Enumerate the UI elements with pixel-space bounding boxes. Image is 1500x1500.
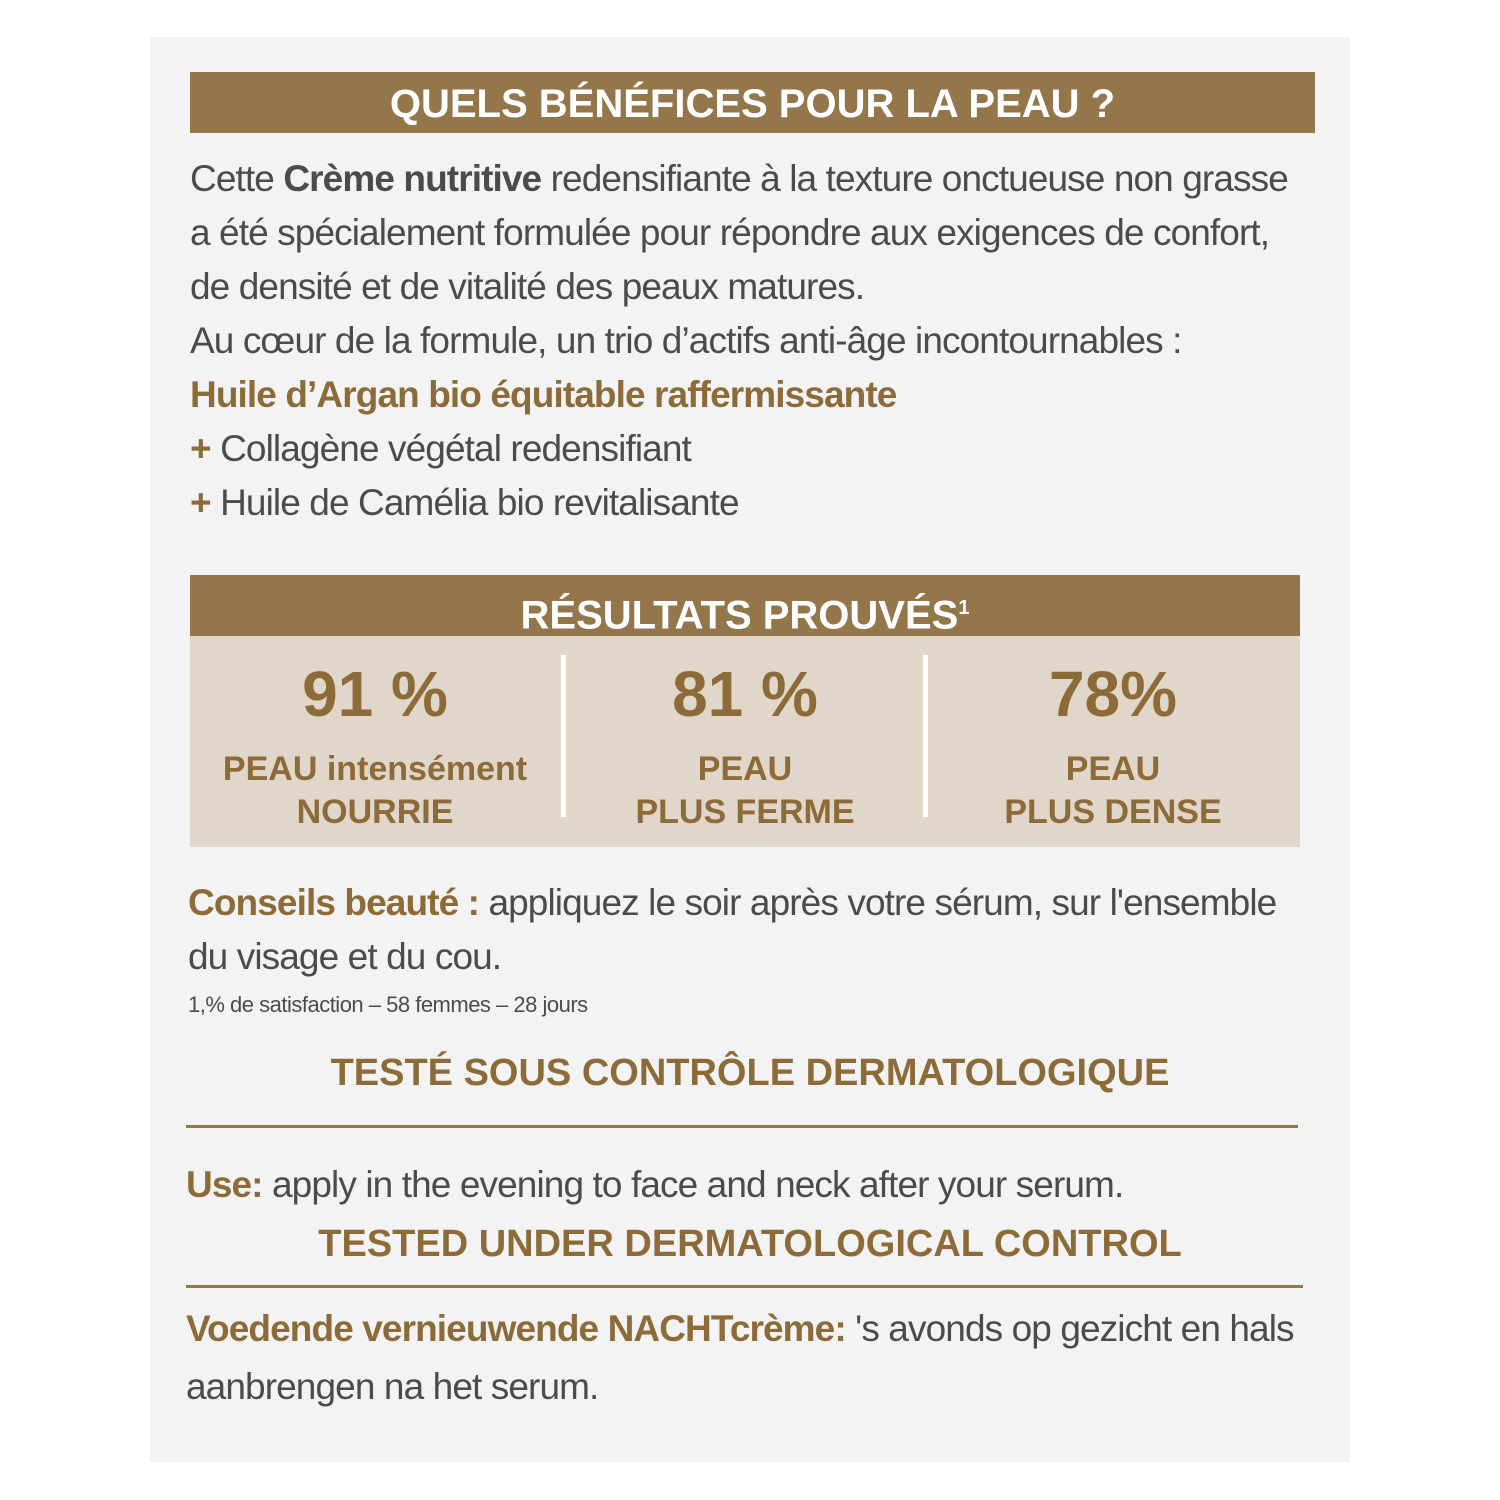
formula-text: Au cœur de la formule, un trio d’actifs … [190, 320, 1182, 361]
stat: 78% PEAU PLUS DENSE [928, 636, 1298, 834]
stat-label: PLUS FERME [635, 793, 855, 831]
use-text: apply in the evening to face and neck af… [262, 1164, 1124, 1205]
intro: Cette Crème nutritive redensifiante à la… [190, 152, 1315, 530]
benefits-title: QUELS BÉNÉFICES POUR LA PEAU ? [389, 82, 1116, 126]
stat-label: PEAU [1065, 750, 1161, 788]
divider [923, 655, 928, 817]
stat: 91 % PEAU intensément NOURRIE [190, 636, 560, 834]
footnote-mark: 1 [958, 597, 970, 619]
key-active: Huile d’Argan bio équitable raffermissan… [190, 374, 897, 415]
advice-label: Conseils beauté : [188, 882, 480, 923]
use-label: Use: [186, 1164, 264, 1205]
intro-text: Cette [190, 158, 284, 199]
benefits-header: QUELS BÉNÉFICES POUR LA PEAU ? [190, 72, 1315, 133]
advice-text: appliquez le soir après votre sérum, sur… [188, 882, 1277, 977]
footnote: 1,% de satisfaction – 58 femmes – 28 jou… [188, 992, 588, 1018]
results-title: RÉSULTATS PROUVÉS [520, 593, 959, 638]
bullet: + [190, 482, 212, 523]
results-box [190, 636, 1300, 847]
stat-label: PLUS DENSE [1004, 793, 1222, 831]
tested-text: TESTED UNDER DERMATOLOGICAL CONTROL [318, 1223, 1182, 1265]
tested-text: TESTÉ SOUS CONTRÔLE DERMATOLOGIQUE [330, 1052, 1170, 1094]
separator [186, 1125, 1298, 1128]
stat-label: PEAU intensément [222, 750, 528, 788]
stat-value: 81 % [672, 658, 818, 730]
dutch-label: Voedende vernieuwende NACHTcrème: [186, 1308, 847, 1349]
dutch: Voedende vernieuwende NACHTcrème: 's avo… [186, 1300, 1316, 1416]
results-header: RÉSULTATS PROUVÉS1 [190, 575, 1300, 638]
stat-value: 91 % [302, 658, 448, 730]
divider [561, 655, 566, 817]
tested-fr: TESTÉ SOUS CONTRÔLE DERMATOLOGIQUE [150, 1052, 1350, 1095]
active: Collagène végétal redensifiant [220, 428, 692, 469]
bullet: + [190, 428, 212, 469]
dutch-text: 's avonds op gezicht en hals aanbrengen … [186, 1308, 1295, 1407]
intro-text: redensifiante à la texture onctueuse non… [190, 158, 1289, 307]
tested-en: TESTED UNDER DERMATOLOGICAL CONTROL [150, 1223, 1350, 1266]
footnote-text: 1,% de satisfaction – 58 femmes – 28 jou… [188, 992, 588, 1017]
stat-label: NOURRIE [296, 793, 454, 831]
stat: 81 % PEAU PLUS FERME [560, 636, 930, 834]
advice: Conseils beauté : appliquez le soir aprè… [188, 876, 1313, 984]
active: Huile de Camélia bio revitalisante [220, 482, 739, 523]
separator [186, 1285, 1303, 1288]
stat-value: 78% [1048, 658, 1178, 730]
stat-label: PEAU [697, 750, 793, 788]
intro-highlight: Crème nutritive [283, 158, 542, 199]
english: Use: apply in the evening to face and ne… [186, 1158, 1316, 1212]
